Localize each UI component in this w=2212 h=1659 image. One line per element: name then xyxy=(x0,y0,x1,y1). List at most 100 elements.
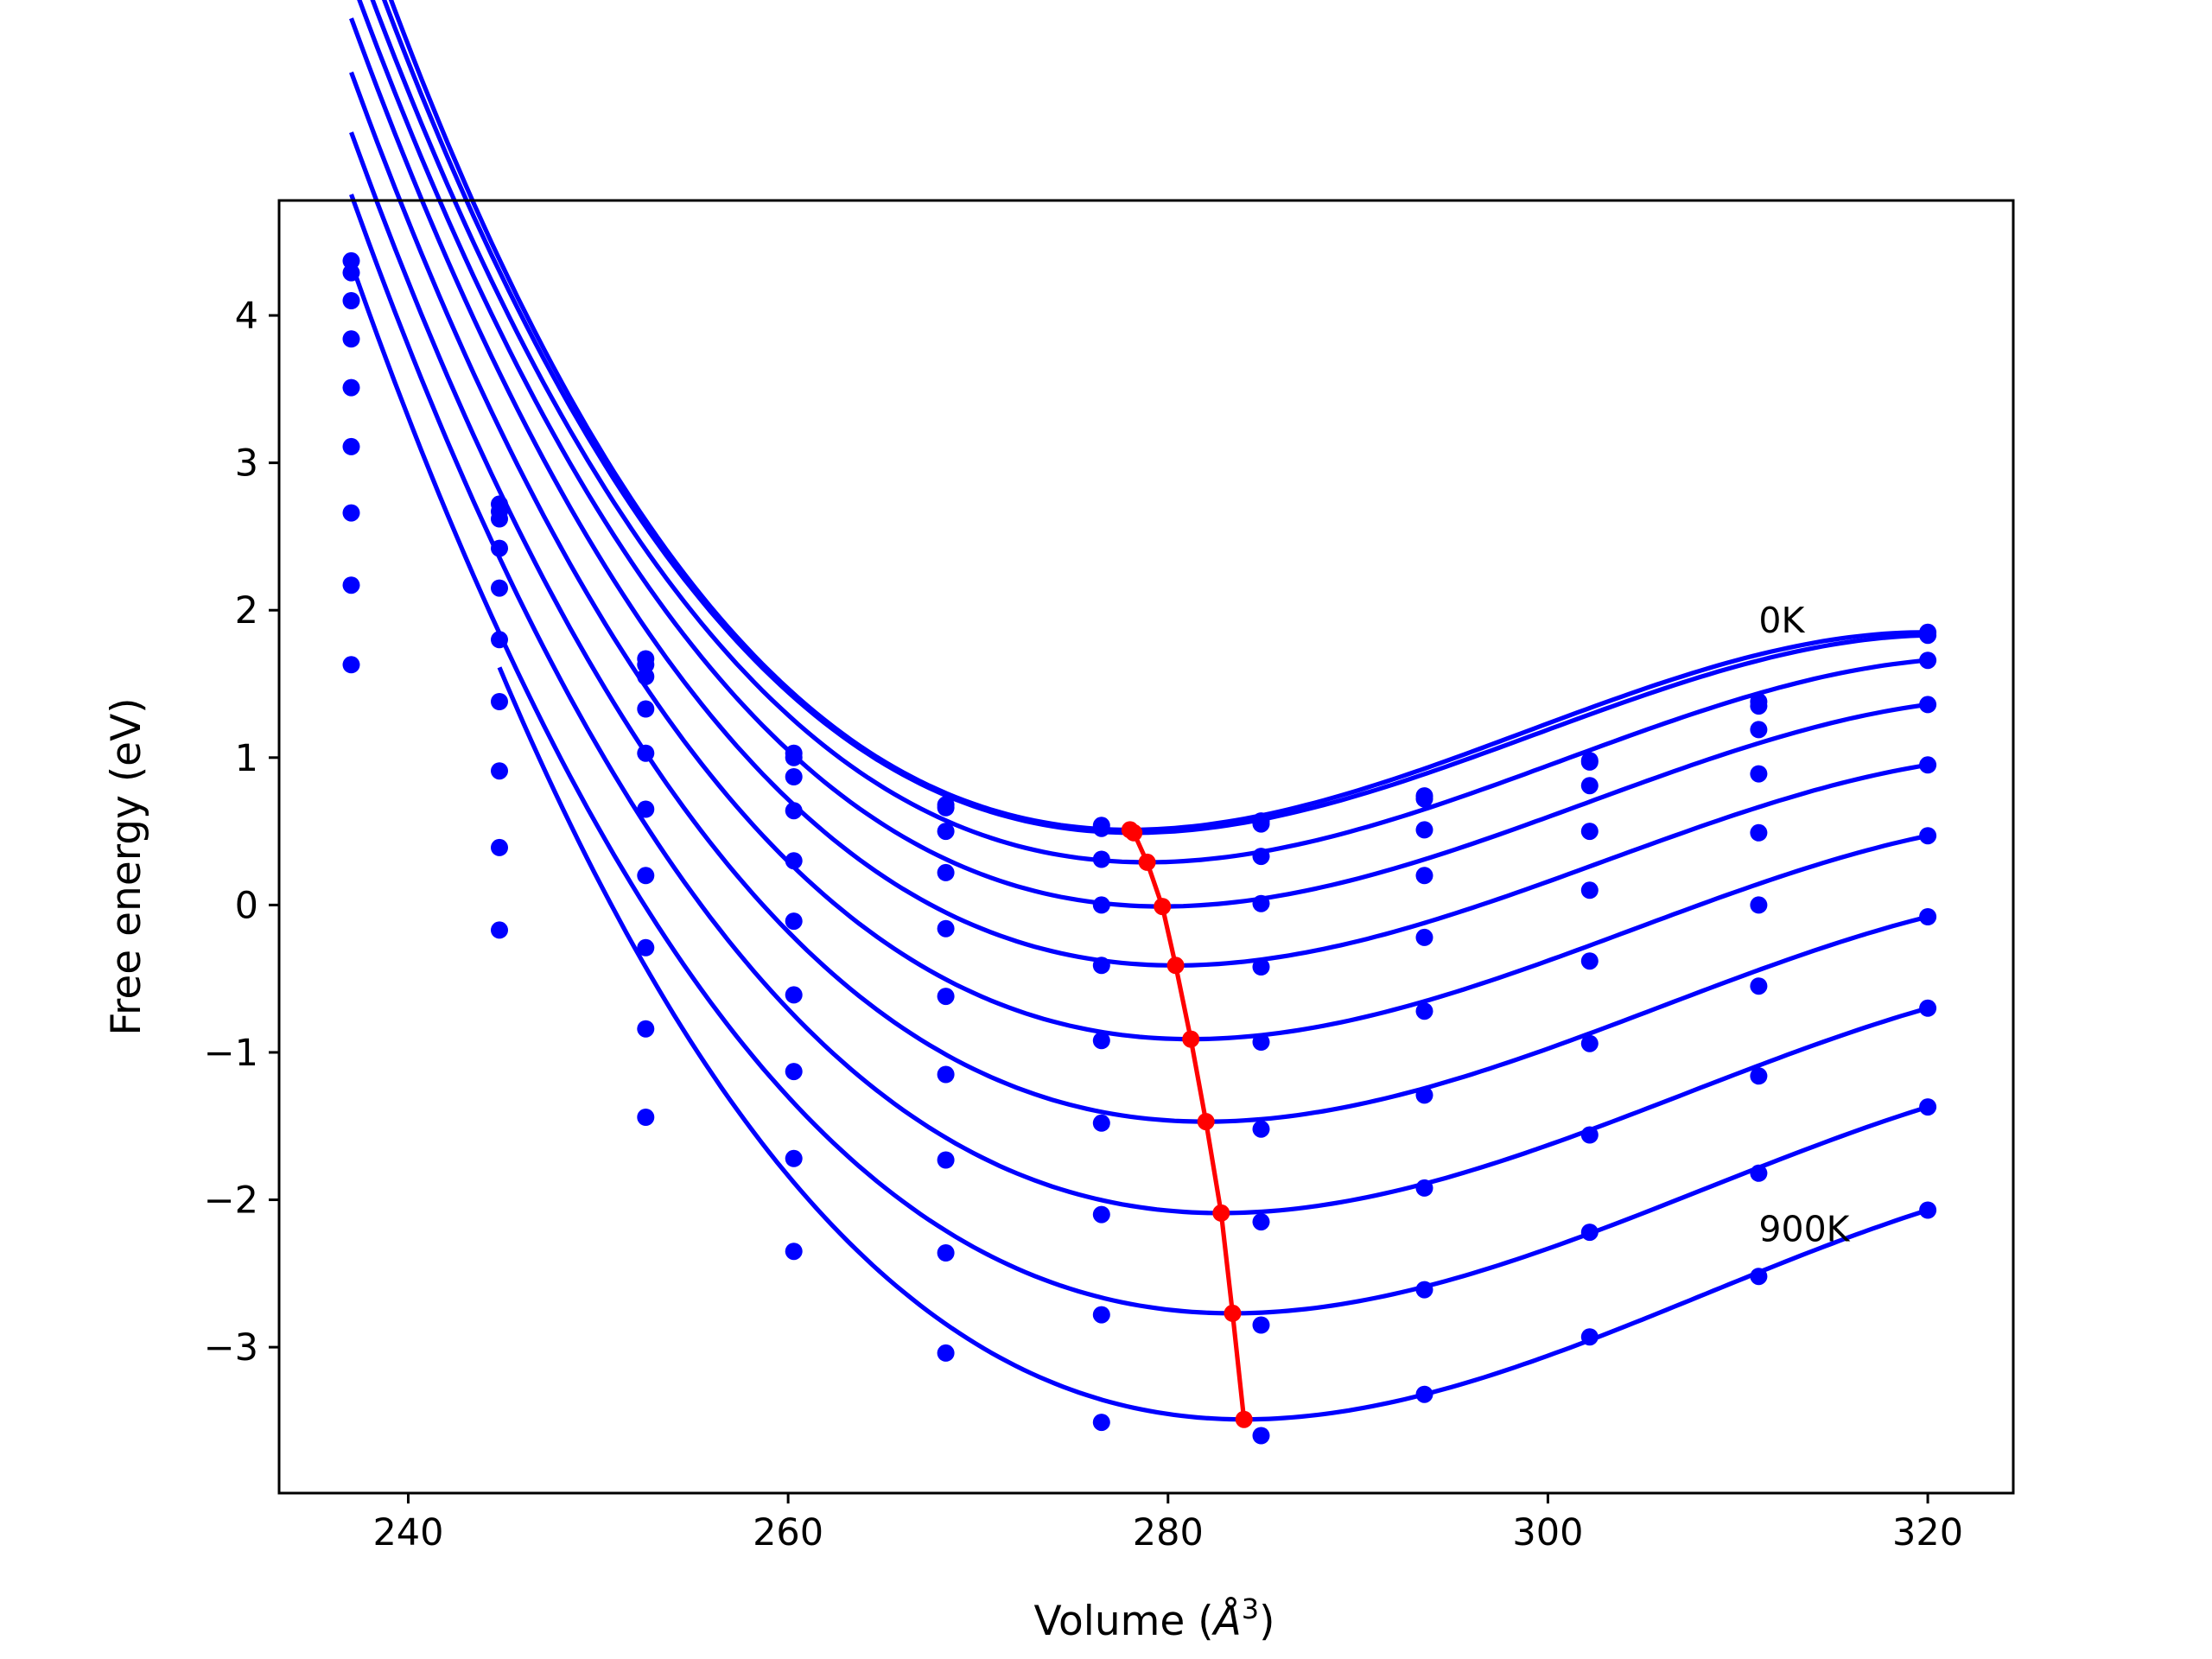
fit-curve-8 xyxy=(349,262,1929,1316)
data-point-6-6 xyxy=(1252,1120,1270,1138)
data-point-6-2 xyxy=(637,867,655,885)
data-point-4-3 xyxy=(785,852,803,870)
x-tick-label-300: 300 xyxy=(1512,1511,1583,1554)
data-point-8-1 xyxy=(491,838,508,856)
data-point-2-10 xyxy=(1919,652,1937,670)
data-point-3-7 xyxy=(1415,867,1433,885)
data-point-7-5 xyxy=(1092,1205,1110,1224)
data-point-4-9 xyxy=(1750,823,1768,842)
data-point-5-4 xyxy=(937,988,955,1006)
data-point-2-5 xyxy=(1092,850,1110,868)
annotations: 0K 900K xyxy=(1758,600,1850,1250)
fit-curve-0 xyxy=(388,0,1929,833)
data-point-6-8 xyxy=(1580,1034,1599,1052)
x-tick-label-320: 320 xyxy=(1892,1511,1963,1554)
data-point-8-4 xyxy=(937,1244,955,1262)
data-point-8-5 xyxy=(1092,1306,1110,1324)
y-tick-label--1: −1 xyxy=(204,1032,258,1075)
data-point-6-7 xyxy=(1415,1086,1433,1104)
data-point-9-6 xyxy=(1252,1427,1270,1445)
y-tick-label-3: 3 xyxy=(235,442,258,486)
data-point-6-4 xyxy=(937,1065,955,1084)
x-tick-label-260: 260 xyxy=(753,1511,823,1554)
data-point-1-8 xyxy=(1580,753,1599,771)
data-point-9-3 xyxy=(785,1243,803,1261)
data-point-2-4 xyxy=(937,823,955,841)
data-point-4-8 xyxy=(1580,881,1599,899)
data-point-2-6 xyxy=(1252,848,1270,866)
data-point-6-1 xyxy=(491,693,508,710)
fit-curve-1 xyxy=(381,0,1929,836)
data-point-1-5 xyxy=(1092,819,1110,837)
data-point-4-4 xyxy=(937,919,955,938)
minimum-point-5 xyxy=(1182,1030,1200,1048)
x-axis-ticks: 240 260 280 300 320 xyxy=(372,1493,1963,1554)
data-point-9-5 xyxy=(1092,1414,1110,1432)
data-point-2-9 xyxy=(1750,721,1768,739)
data-point-9-7 xyxy=(1415,1385,1433,1403)
minimum-curve xyxy=(1121,821,1253,1428)
y-tick-label-1: 1 xyxy=(235,737,258,780)
data-point-2-1 xyxy=(491,510,508,528)
fit-curve-9 xyxy=(497,666,1929,1422)
data-point-8-6 xyxy=(1252,1316,1270,1334)
data-point-8-0 xyxy=(342,656,360,674)
data-point-8-9 xyxy=(1750,1164,1768,1182)
data-point-7-9 xyxy=(1750,1067,1768,1085)
data-point-8-8 xyxy=(1580,1224,1599,1242)
data-point-6-3 xyxy=(785,986,803,1004)
data-point-9-2 xyxy=(637,1109,655,1126)
data-point-1-6 xyxy=(1252,815,1270,833)
data-point-6-10 xyxy=(1919,908,1937,925)
data-point-6-0 xyxy=(342,504,360,522)
data-point-1-9 xyxy=(1750,697,1768,715)
annotation-1: 900K xyxy=(1758,1209,1850,1250)
y-tick-label--2: −2 xyxy=(204,1179,258,1223)
data-point-3-1 xyxy=(491,539,508,557)
data-point-5-3 xyxy=(785,912,803,931)
data-point-3-8 xyxy=(1580,823,1599,841)
data-point-6-9 xyxy=(1750,977,1768,995)
data-point-3-4 xyxy=(937,863,955,881)
data-point-7-0 xyxy=(342,576,360,594)
data-point-3-2 xyxy=(637,700,655,718)
minimum-point-4 xyxy=(1166,957,1185,975)
fit-curve-7 xyxy=(349,194,1929,1216)
data-point-3-0 xyxy=(342,330,360,348)
data-point-3-5 xyxy=(1092,896,1110,914)
data-point-8-10 xyxy=(1919,1098,1937,1116)
x-tick-label-240: 240 xyxy=(372,1511,443,1554)
data-point-8-3 xyxy=(785,1149,803,1167)
y-tick-label-4: 4 xyxy=(235,295,258,338)
data-point-6-5 xyxy=(1092,1114,1110,1132)
data-point-7-4 xyxy=(937,1151,955,1169)
data-point-9-4 xyxy=(937,1344,955,1362)
data-point-2-7 xyxy=(1415,821,1433,839)
data-point-2-8 xyxy=(1580,777,1599,795)
x-tick-label-280: 280 xyxy=(1133,1511,1204,1554)
data-point-7-1 xyxy=(491,762,508,780)
data-point-5-1 xyxy=(491,631,508,649)
data-point-5-7 xyxy=(1415,1002,1433,1020)
y-tick-label--3: −3 xyxy=(204,1326,258,1370)
data-point-2-2 xyxy=(637,668,655,685)
data-point-9-10 xyxy=(1919,1201,1937,1219)
data-point-3-9 xyxy=(1750,765,1768,783)
minimum-line xyxy=(1128,828,1247,1420)
y-tick-label-0: 0 xyxy=(235,884,258,927)
data-point-7-2 xyxy=(637,938,655,957)
data-point-4-2 xyxy=(637,744,655,762)
data-point-9-8 xyxy=(1580,1328,1599,1346)
y-axis-ticks: −3 −2 −1 0 1 2 3 4 xyxy=(204,295,279,1370)
minimum-point-7 xyxy=(1212,1204,1230,1222)
data-point-1-3 xyxy=(785,748,803,766)
x-axis-label: Volume (Å3) xyxy=(1034,1592,1275,1645)
data-point-1-0 xyxy=(342,264,360,282)
data-point-7-8 xyxy=(1580,1126,1599,1144)
x-axis-label-exponent: 3 xyxy=(1242,1592,1259,1625)
data-point-5-5 xyxy=(1092,1032,1110,1050)
fit-curve-6 xyxy=(349,131,1929,1124)
data-point-4-6 xyxy=(1252,958,1270,976)
